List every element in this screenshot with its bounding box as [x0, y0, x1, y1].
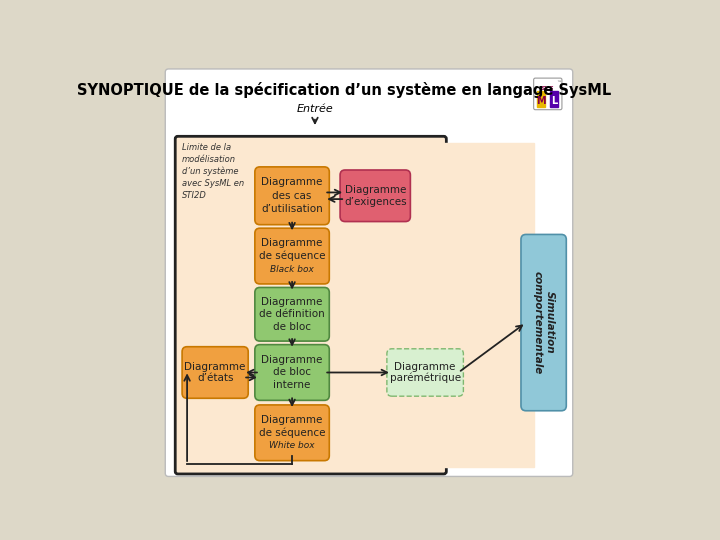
Text: Limite de la
modélisation
d’un système
avec SysML en
STI2D: Limite de la modélisation d’un système a…: [182, 143, 244, 200]
Text: Entrée: Entrée: [297, 104, 333, 114]
Text: Black box: Black box: [270, 265, 314, 274]
FancyBboxPatch shape: [340, 170, 410, 221]
Text: de bloc: de bloc: [273, 321, 311, 332]
Text: Diagramme: Diagramme: [261, 297, 323, 307]
Text: L: L: [551, 96, 557, 105]
FancyBboxPatch shape: [255, 405, 329, 461]
FancyBboxPatch shape: [387, 349, 464, 396]
FancyBboxPatch shape: [255, 345, 329, 400]
Bar: [537, 91, 545, 107]
FancyBboxPatch shape: [255, 167, 329, 225]
FancyBboxPatch shape: [255, 228, 329, 284]
Text: SYNOPTIQUE de la spécification d’un système en langage SysML: SYNOPTIQUE de la spécification d’un syst…: [77, 82, 611, 98]
FancyBboxPatch shape: [255, 287, 329, 341]
Text: interne: interne: [274, 380, 311, 390]
Text: SYS: SYS: [541, 85, 554, 91]
Text: Diagramme: Diagramme: [345, 185, 406, 195]
FancyBboxPatch shape: [534, 78, 562, 110]
Bar: [443, 143, 534, 467]
Text: M: M: [536, 96, 546, 105]
Text: ™: ™: [556, 80, 561, 85]
Text: White box: White box: [269, 441, 315, 450]
Text: Diagramme: Diagramme: [184, 362, 246, 372]
Text: Simulation
comportementale: Simulation comportementale: [533, 271, 554, 374]
Text: Diagramme: Diagramme: [261, 177, 323, 187]
Text: de séquence: de séquence: [258, 251, 325, 261]
FancyBboxPatch shape: [175, 136, 446, 474]
FancyBboxPatch shape: [182, 347, 248, 399]
Text: de bloc: de bloc: [273, 368, 311, 377]
Bar: [550, 91, 558, 107]
Text: Diagramme: Diagramme: [261, 355, 323, 365]
Text: Diagramme: Diagramme: [395, 362, 456, 372]
FancyBboxPatch shape: [521, 234, 567, 411]
Text: de définition: de définition: [259, 309, 325, 319]
Text: des cas: des cas: [272, 191, 312, 201]
Text: Diagramme: Diagramme: [261, 415, 323, 425]
Text: d’exigences: d’exigences: [344, 197, 407, 207]
Text: parémétrique: parémétrique: [390, 373, 461, 383]
Text: de séquence: de séquence: [258, 428, 325, 438]
Text: d’utilisation: d’utilisation: [261, 204, 323, 214]
Text: d’états: d’états: [197, 373, 233, 383]
FancyBboxPatch shape: [166, 69, 572, 476]
Text: Diagramme: Diagramme: [261, 238, 323, 248]
